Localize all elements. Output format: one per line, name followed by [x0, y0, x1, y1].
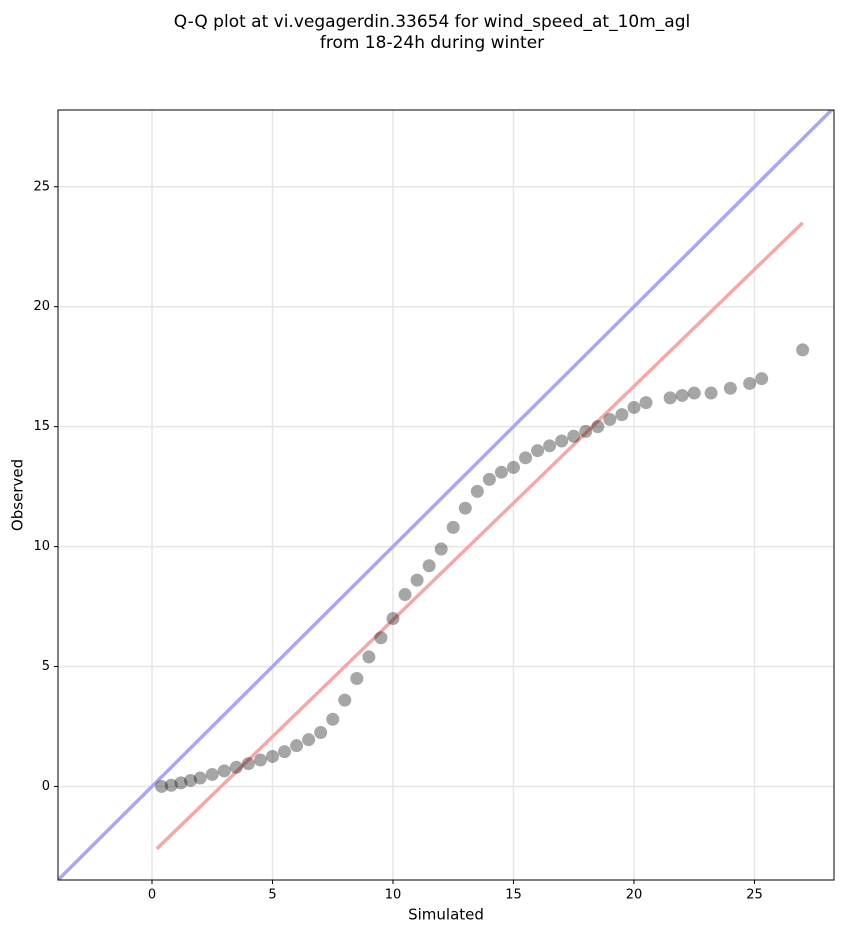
- point: [410, 573, 424, 587]
- x-tick-label: 15: [505, 888, 522, 903]
- x-tick-label: 25: [746, 888, 763, 903]
- x-tick-label: 10: [385, 888, 402, 903]
- reference-line: [58, 110, 834, 880]
- point: [506, 460, 520, 474]
- point: [446, 520, 460, 534]
- point: [184, 773, 198, 787]
- point: [422, 559, 436, 573]
- point: [555, 434, 569, 448]
- point: [386, 612, 400, 626]
- point: [326, 712, 340, 726]
- point: [494, 465, 508, 479]
- point: [470, 484, 484, 498]
- x-tick-label: 20: [626, 888, 643, 903]
- point: [579, 424, 593, 438]
- point: [155, 779, 169, 793]
- point: [217, 764, 231, 778]
- point: [229, 760, 243, 774]
- point: [675, 388, 689, 402]
- point: [290, 739, 304, 753]
- chart-title: from 18-24h during winter: [320, 33, 544, 53]
- point: [755, 372, 769, 386]
- chart-title: Q-Q plot at vi.vegagerdin.33654 for wind…: [174, 12, 690, 32]
- point: [164, 778, 178, 792]
- point: [434, 542, 448, 556]
- point: [591, 420, 605, 434]
- point: [398, 588, 412, 602]
- point: [482, 472, 496, 486]
- point: [314, 725, 328, 739]
- point: [615, 408, 629, 422]
- reference-line: [155, 221, 804, 851]
- point: [627, 400, 641, 414]
- point: [458, 501, 472, 515]
- point: [362, 650, 376, 664]
- point: [350, 672, 364, 686]
- y-tick-label: 10: [33, 539, 50, 554]
- point: [743, 376, 757, 390]
- point: [253, 753, 267, 767]
- point: [205, 767, 219, 781]
- point: [687, 386, 701, 400]
- point: [193, 771, 207, 785]
- point: [278, 745, 292, 759]
- plot-area: [58, 110, 834, 880]
- point: [174, 776, 188, 790]
- point: [241, 757, 255, 771]
- point: [639, 396, 653, 410]
- point: [302, 733, 316, 747]
- x-tick-label: 0: [148, 888, 156, 903]
- point: [704, 386, 718, 400]
- y-tick-label: 15: [33, 419, 50, 434]
- x-tick-label: 5: [268, 888, 276, 903]
- y-axis-label: Observed: [9, 459, 27, 531]
- point: [265, 749, 279, 763]
- point: [543, 439, 557, 453]
- y-tick-label: 25: [33, 179, 50, 194]
- point: [663, 391, 677, 405]
- y-tick-label: 20: [33, 299, 50, 314]
- y-tick-label: 0: [42, 779, 50, 794]
- point: [723, 381, 737, 395]
- plot-frame: [57, 109, 835, 881]
- point: [796, 343, 810, 357]
- point: [519, 451, 533, 465]
- point: [374, 631, 388, 645]
- point: [603, 412, 617, 426]
- point: [567, 429, 581, 443]
- x-axis-label: Simulated: [408, 906, 484, 924]
- point: [338, 693, 352, 707]
- y-tick-label: 5: [42, 659, 50, 674]
- point: [531, 444, 545, 458]
